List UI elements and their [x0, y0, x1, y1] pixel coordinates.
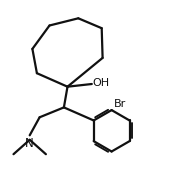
Text: N: N — [25, 136, 34, 150]
Text: Br: Br — [113, 99, 126, 109]
Text: OH: OH — [93, 78, 110, 89]
